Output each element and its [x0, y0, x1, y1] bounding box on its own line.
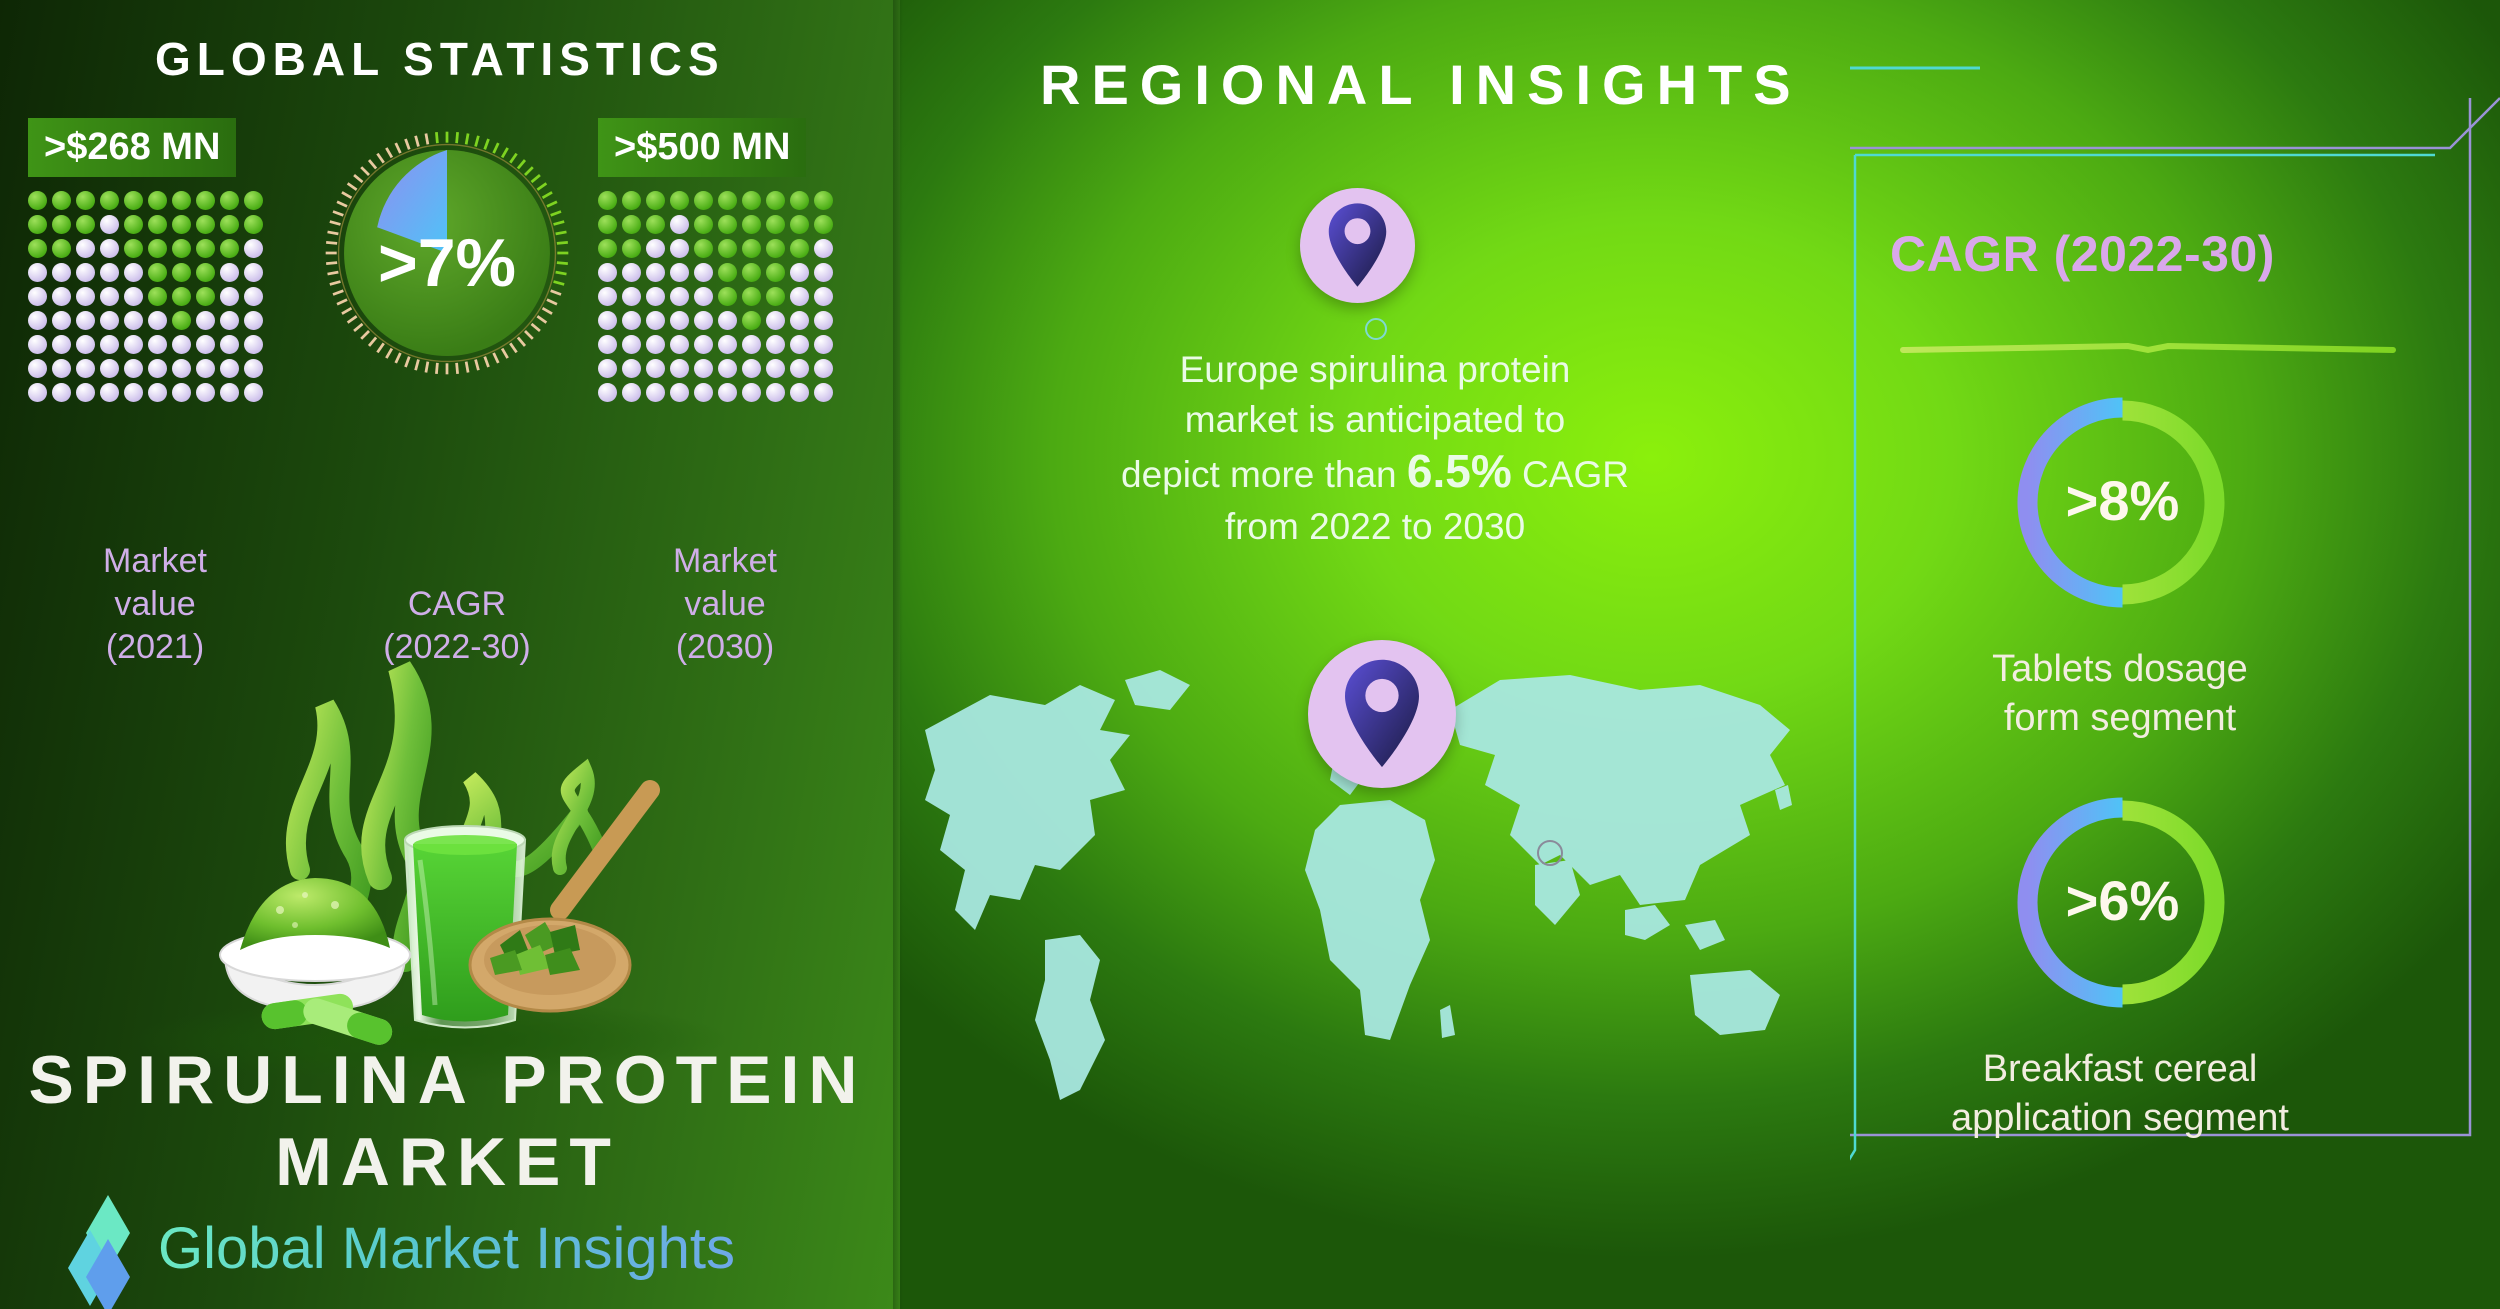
svg-text:>7%: >7%: [378, 225, 516, 301]
svg-text:Global Market Insights: Global Market Insights: [158, 1216, 735, 1281]
svg-text:>8%: >8%: [2066, 469, 2180, 532]
svg-text:>6%: >6%: [2066, 869, 2180, 932]
